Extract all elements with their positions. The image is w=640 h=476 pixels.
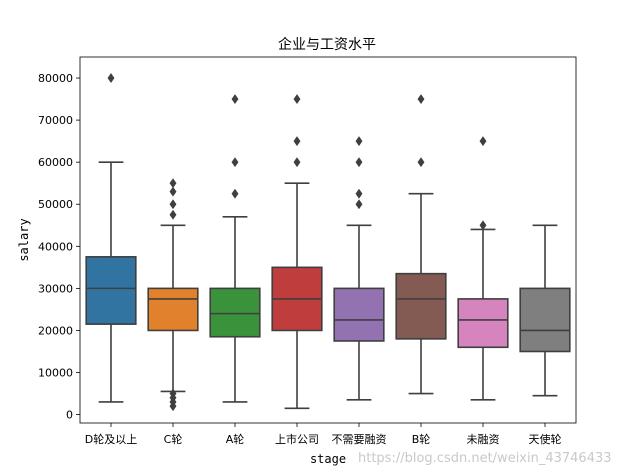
box-iqr <box>85 256 137 325</box>
plot-frame <box>79 56 577 424</box>
outlier-point <box>231 188 239 199</box>
outlier-point <box>231 157 239 168</box>
box-group <box>209 94 261 403</box>
box-iqr <box>209 287 261 338</box>
box-iqr <box>333 287 385 342</box>
y-tick-label: 30000 <box>38 282 73 295</box>
x-tick-label: 未融资 <box>467 433 500 446</box>
outlier-point <box>355 136 363 147</box>
y-axis: 0 10000 20000 30000 40000 50000 60000 70000 8000… <box>38 72 80 422</box>
outlier-point <box>169 199 177 210</box>
x-tick-label: C轮 <box>164 432 183 446</box>
x-tick-label: 不需要融资 <box>332 433 387 446</box>
y-tick-label: 20000 <box>38 324 73 337</box>
y-tick-label: 40000 <box>38 240 73 253</box>
x-tick-label: A轮 <box>226 432 245 446</box>
box-group <box>457 136 509 401</box>
box-group <box>271 94 323 410</box>
box-iqr <box>519 287 571 353</box>
outlier-point <box>293 94 301 105</box>
y-tick-label: 80000 <box>38 72 73 85</box>
outlier-point <box>169 209 177 220</box>
outlier-point <box>169 178 177 189</box>
box-group <box>395 94 447 395</box>
x-tick-label: D轮及以上 <box>85 432 137 446</box>
boxes-layer <box>85 72 571 412</box>
chart-title: 企业与工资水平 <box>278 36 376 53</box>
box-group <box>519 224 571 397</box>
box-iqr <box>395 272 447 340</box>
outlier-point <box>417 94 425 105</box>
outlier-point <box>479 136 487 147</box>
y-tick-label: 50000 <box>38 198 73 211</box>
outlier-point <box>293 157 301 168</box>
box-group <box>147 178 199 412</box>
box-group <box>85 72 137 403</box>
x-tick-label: 天使轮 <box>529 432 562 446</box>
outlier-point <box>355 199 363 210</box>
outlier-point <box>479 220 487 231</box>
x-tick-label: B轮 <box>412 432 431 446</box>
outlier-point <box>169 186 177 197</box>
y-axis-label: salary <box>17 218 31 261</box>
box-iqr <box>457 298 509 349</box>
outlier-point <box>355 157 363 168</box>
x-axis-label: stage <box>310 452 346 466</box>
y-tick-label: 0 <box>66 409 73 422</box>
x-tick-label: 上市公司 <box>275 432 319 446</box>
y-tick-label: 70000 <box>38 114 73 127</box>
outlier-point <box>107 72 115 84</box>
outlier-point <box>231 94 239 105</box>
outlier-point <box>293 136 301 147</box>
outlier-point <box>355 188 363 199</box>
y-tick-label: 60000 <box>38 156 73 169</box>
y-tick-label: 10000 <box>38 367 73 380</box>
outlier-point <box>169 388 177 399</box>
watermark-text: https://blog.csdn.net/weixin_43746433 <box>358 451 612 466</box>
outlier-point <box>417 157 425 168</box>
x-axis: D轮及以上 C轮 A轮 上市公司 不需要融资 B轮 未融资 天使轮 <box>85 423 562 446</box>
box-group <box>333 136 385 401</box>
box-iqr <box>147 287 199 332</box>
